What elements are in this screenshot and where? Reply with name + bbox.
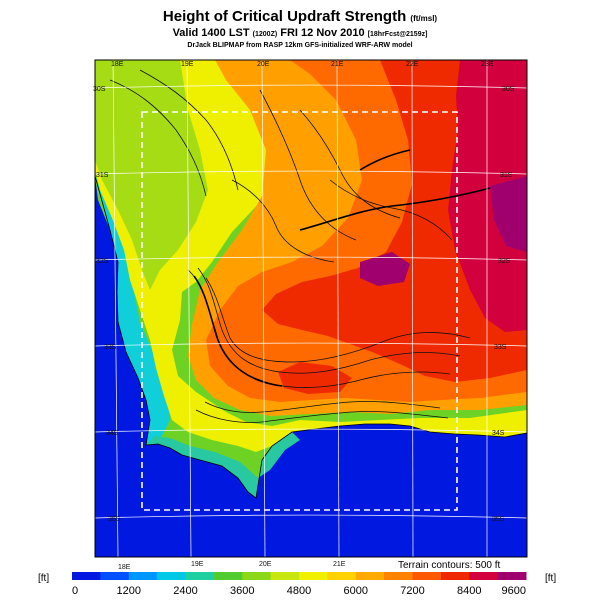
colorbar-cell xyxy=(100,572,130,580)
colorbar-tick-label: 4800 xyxy=(287,585,311,597)
graticule xyxy=(95,60,527,557)
colorbar-tick-label: 0 xyxy=(72,585,78,597)
land-field xyxy=(95,60,527,498)
lat-label: 32S xyxy=(96,258,109,265)
title-unit: (ft/msl) xyxy=(410,14,438,23)
lon-label: 19E xyxy=(191,561,204,568)
colorbar-cells xyxy=(72,572,527,580)
colorbar-tick-label: 7200 xyxy=(400,585,424,597)
lat-label: 30S xyxy=(93,86,106,93)
colorbar-unit-left: [ft] xyxy=(38,573,50,584)
colorbar-cell xyxy=(213,572,243,580)
colorbar-cell xyxy=(327,572,357,580)
lat-label: 34S xyxy=(492,430,505,437)
colorbar-tick-label: 1200 xyxy=(117,585,141,597)
colorbar-cell xyxy=(497,572,527,580)
valid-date: FRI 12 Nov 2010 xyxy=(280,27,365,39)
colorbar-cell xyxy=(270,572,300,580)
title-text: Height of Critical Updraft Strength xyxy=(162,8,407,25)
zone-purple xyxy=(360,252,410,286)
lon-label: 19E xyxy=(181,61,194,68)
colorbar-cell xyxy=(157,572,186,580)
lon-label: 18E xyxy=(111,61,124,68)
colorbar-cell xyxy=(384,572,413,580)
coastal-band-south xyxy=(146,432,300,498)
lat-label: 35S xyxy=(108,516,121,523)
terrain-contours-bold xyxy=(193,149,491,387)
colorbar-unit-right: [ft] xyxy=(545,573,557,584)
coastal-band xyxy=(95,176,170,445)
colorbar-tick-label: 3600 xyxy=(230,585,254,597)
lat-label: 33S xyxy=(104,344,117,351)
lat-labels-right: 30S 31S 32S 33S 34S 35S xyxy=(492,86,515,523)
valid-time: Valid 1400 LST xyxy=(172,27,250,39)
colorbar-cell xyxy=(469,572,499,580)
dashed-domain-border xyxy=(141,111,458,511)
lon-label: 20E xyxy=(259,561,272,568)
lat-label: 31S xyxy=(96,172,109,179)
map-subtitle: Valid 1400 LST (1200Z) FRI 12 Nov 2010 [… xyxy=(0,27,600,39)
zone-crimson xyxy=(448,60,527,332)
lon-label: 21E xyxy=(333,561,346,568)
map-title: Height of Critical Updraft Strength (ft/… xyxy=(0,8,600,25)
terrain-note: Terrain contours: 500 ft xyxy=(398,560,501,571)
lat-label: 31S xyxy=(500,172,513,179)
zone-yellow xyxy=(95,60,527,452)
valid-code: (1200Z) xyxy=(252,31,278,38)
colorbar-cell xyxy=(242,572,272,580)
lon-label: 23E xyxy=(481,61,494,68)
lon-label: 20E xyxy=(257,61,270,68)
lat-label: 32S xyxy=(498,258,511,265)
coastline xyxy=(94,175,528,499)
colorbar-cell xyxy=(299,572,328,580)
colorbar-tick-label: 8400 xyxy=(457,585,481,597)
colorbar-tick-label: 9600 xyxy=(502,585,526,597)
colorbar-tick-label: 6000 xyxy=(344,585,368,597)
colorbar-cell xyxy=(412,572,442,580)
zone-lime xyxy=(95,60,208,290)
lat-label: 34S xyxy=(106,430,119,437)
colorbar: 0 1200 2400 3600 4800 6000 7200 8400 9600 xyxy=(72,572,527,597)
zone-purple-east xyxy=(490,176,527,252)
lat-label: 33S xyxy=(494,344,507,351)
colorbar-cell xyxy=(128,572,158,580)
lon-label: 18E xyxy=(118,564,131,571)
colorbar-ticks: 0 1200 2400 3600 4800 6000 7200 8400 9600 xyxy=(72,585,526,597)
lon-label: 21E xyxy=(331,61,344,68)
colorbar-cell xyxy=(440,572,470,580)
lat-label: 35S xyxy=(492,516,505,523)
colorbar-cell xyxy=(185,572,215,580)
forecast-info: [18hrFcst@2159z] xyxy=(367,31,428,38)
lon-labels-top: 18E 19E 20E 21E 22E 23E xyxy=(111,61,494,68)
colorbar-cell xyxy=(355,572,385,580)
map-frame xyxy=(94,59,528,558)
map-credit: DrJack BLIPMAP from RASP 12km GFS-initia… xyxy=(187,42,413,49)
lon-labels-bottom: 18E 19E 20E 21E xyxy=(118,561,346,571)
lat-labels-left: 30S 31S 32S 33S 34S 35S xyxy=(93,86,121,523)
lon-label: 22E xyxy=(406,61,419,68)
colorbar-cell xyxy=(72,572,101,580)
colorbar-tick-label: 2400 xyxy=(173,585,197,597)
lat-label: 30S xyxy=(502,86,515,93)
